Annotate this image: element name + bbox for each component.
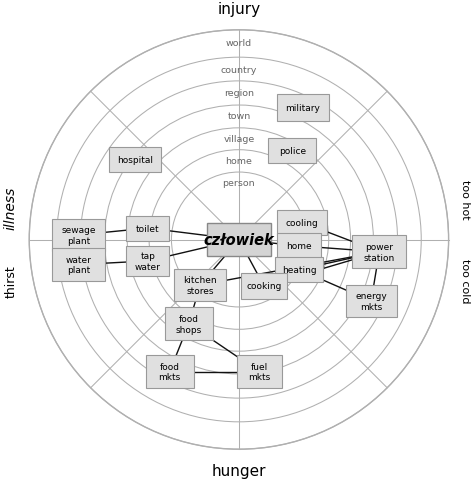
Text: thirst: thirst <box>5 264 18 297</box>
Text: toilet: toilet <box>136 224 160 233</box>
FancyBboxPatch shape <box>346 285 397 318</box>
FancyBboxPatch shape <box>52 219 105 252</box>
FancyBboxPatch shape <box>277 210 327 235</box>
Text: heating: heating <box>282 265 317 275</box>
FancyBboxPatch shape <box>207 224 271 256</box>
FancyBboxPatch shape <box>146 356 193 388</box>
Text: człowiek: człowiek <box>203 232 274 248</box>
Text: police: police <box>279 147 306 156</box>
Text: too cold: too cold <box>460 259 470 303</box>
Text: too hot: too hot <box>460 180 470 219</box>
Text: country: country <box>221 66 257 75</box>
FancyBboxPatch shape <box>352 236 406 269</box>
Text: power
station: power station <box>364 242 395 262</box>
Text: person: person <box>223 179 255 188</box>
Text: kitchen
stores: kitchen stores <box>183 276 217 295</box>
FancyBboxPatch shape <box>277 234 321 259</box>
FancyBboxPatch shape <box>275 257 323 283</box>
FancyBboxPatch shape <box>126 247 169 276</box>
FancyBboxPatch shape <box>237 356 282 388</box>
Text: town: town <box>228 112 251 121</box>
Text: fuel
mkts: fuel mkts <box>248 362 271 382</box>
FancyBboxPatch shape <box>241 274 287 299</box>
Text: hunger: hunger <box>212 463 266 478</box>
FancyBboxPatch shape <box>126 216 169 241</box>
Text: home: home <box>286 242 312 251</box>
Text: energy
mkts: energy mkts <box>355 292 387 311</box>
Text: tap
water: tap water <box>135 252 161 271</box>
Text: food
mkts: food mkts <box>158 362 181 382</box>
Text: sewage
plant: sewage plant <box>61 226 96 245</box>
Text: injury: injury <box>218 2 261 17</box>
FancyBboxPatch shape <box>268 139 316 164</box>
Text: food
shops: food shops <box>176 314 202 334</box>
FancyBboxPatch shape <box>165 308 213 340</box>
Text: village: village <box>223 135 255 144</box>
FancyBboxPatch shape <box>174 269 227 302</box>
Text: hospital: hospital <box>117 156 153 165</box>
Text: region: region <box>224 89 254 98</box>
Text: military: military <box>285 104 320 113</box>
Text: home: home <box>226 157 252 166</box>
Text: water
plant: water plant <box>65 255 91 275</box>
Text: cooling: cooling <box>285 218 318 227</box>
FancyBboxPatch shape <box>109 148 161 173</box>
FancyBboxPatch shape <box>276 95 329 121</box>
FancyBboxPatch shape <box>52 249 105 281</box>
Text: world: world <box>226 39 252 48</box>
Text: cooking: cooking <box>246 282 282 291</box>
Text: illness: illness <box>4 187 18 230</box>
